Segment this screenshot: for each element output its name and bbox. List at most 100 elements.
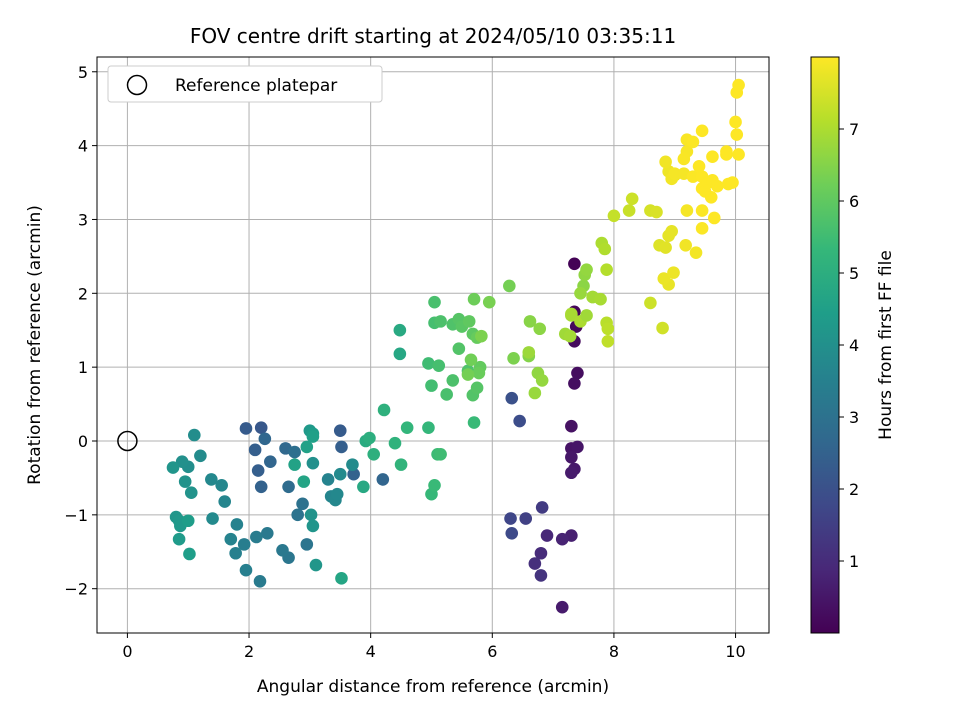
data-point xyxy=(264,455,277,468)
data-point xyxy=(254,480,268,494)
x-tick-label: 0 xyxy=(122,642,132,661)
data-point xyxy=(230,518,244,531)
legend-box xyxy=(107,65,383,103)
data-point xyxy=(729,115,742,129)
data-point xyxy=(580,263,593,276)
data-point xyxy=(253,575,267,588)
data-point xyxy=(650,205,663,219)
colorbar-tick-label: 4 xyxy=(849,336,859,355)
data-point xyxy=(665,224,678,238)
colorbar: 1 2 3 4 5 6 7 Hours from first FF file xyxy=(810,56,896,634)
data-point xyxy=(534,569,548,582)
data-point xyxy=(376,473,390,486)
data-point xyxy=(461,368,475,381)
x-axis-ticks: 0 2 4 6 8 10 xyxy=(122,633,746,661)
data-point xyxy=(282,480,295,494)
data-point xyxy=(288,458,301,471)
data-point xyxy=(659,155,672,169)
data-point xyxy=(357,480,370,494)
data-point xyxy=(276,543,289,557)
data-point xyxy=(706,150,719,163)
data-point xyxy=(393,323,407,337)
data-point xyxy=(205,473,218,486)
data-point xyxy=(330,487,344,501)
data-point xyxy=(528,557,542,570)
data-point xyxy=(574,287,587,300)
data-point xyxy=(598,242,612,256)
data-point xyxy=(422,421,435,435)
data-point xyxy=(248,443,262,457)
colorbar-tick-label: 1 xyxy=(849,552,859,571)
data-point xyxy=(528,386,542,400)
y-tick-label: 4 xyxy=(78,137,88,156)
data-point xyxy=(296,497,309,511)
data-point xyxy=(367,447,381,461)
data-point xyxy=(166,461,180,474)
data-point xyxy=(513,414,526,428)
data-point xyxy=(555,532,569,546)
data-point xyxy=(181,514,195,528)
data-point xyxy=(695,204,709,217)
data-point xyxy=(565,307,578,321)
colorbar-gradient xyxy=(810,56,840,634)
data-point xyxy=(535,374,549,387)
plot-frame xyxy=(96,56,770,634)
data-point xyxy=(306,456,320,470)
data-point xyxy=(540,529,554,542)
data-point xyxy=(667,266,680,279)
data-point xyxy=(601,322,615,336)
data-point xyxy=(692,159,706,173)
chart-title: FOV centre drift starting at 2024/05/10 … xyxy=(190,24,676,48)
data-point xyxy=(563,329,577,343)
data-point xyxy=(175,455,189,468)
data-point xyxy=(306,430,320,443)
data-point xyxy=(523,315,537,328)
colorbar-tick-label: 2 xyxy=(849,480,859,499)
data-point xyxy=(534,546,548,560)
data-point xyxy=(668,167,682,180)
data-point xyxy=(475,329,488,343)
data-point xyxy=(428,479,441,492)
y-tick-label: 5 xyxy=(78,63,88,82)
data-point xyxy=(297,475,311,488)
data-point xyxy=(689,246,703,259)
colorbar-label: Hours from first FF file xyxy=(876,250,896,440)
data-point xyxy=(224,532,238,546)
data-point xyxy=(250,530,263,544)
colorbar-tick-label: 3 xyxy=(849,408,859,427)
data-point xyxy=(467,416,481,429)
data-point xyxy=(188,428,201,442)
data-point xyxy=(335,572,348,585)
legend-marker-reference xyxy=(126,74,148,96)
x-tick-label: 2 xyxy=(244,642,254,661)
data-point xyxy=(482,295,496,309)
data-point xyxy=(306,519,320,533)
data-point xyxy=(254,421,268,435)
data-point xyxy=(704,191,718,204)
data-point xyxy=(507,351,520,365)
data-point xyxy=(377,403,391,417)
colorbar-tick-label: 6 xyxy=(849,192,859,211)
data-point xyxy=(363,431,376,445)
data-point xyxy=(680,204,694,217)
data-point xyxy=(237,538,251,551)
data-point xyxy=(571,366,584,380)
data-point xyxy=(607,209,621,223)
data-point xyxy=(400,421,414,435)
data-point xyxy=(333,424,347,437)
reference-point xyxy=(117,430,138,452)
data-point xyxy=(594,292,607,306)
data-point xyxy=(732,78,745,92)
y-tick-label: −1 xyxy=(64,506,88,525)
data-point xyxy=(388,436,402,450)
data-point xyxy=(194,449,207,463)
data-point xyxy=(535,501,549,514)
data-point xyxy=(309,558,323,572)
data-point xyxy=(571,440,584,454)
data-point xyxy=(686,135,700,149)
data-point xyxy=(686,170,700,183)
data-point xyxy=(732,148,745,161)
data-point xyxy=(555,600,569,614)
data-point xyxy=(288,445,301,459)
